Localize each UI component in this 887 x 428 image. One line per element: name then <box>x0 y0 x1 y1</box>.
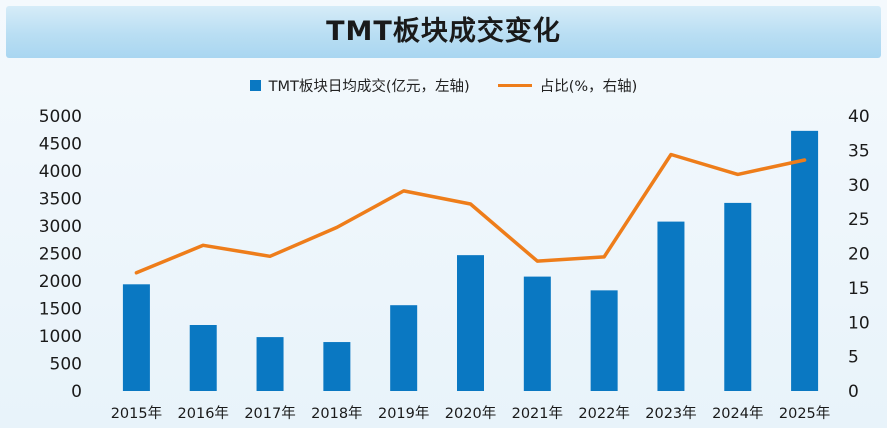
right-tick-label: 10 <box>848 313 870 333</box>
right-tick-label: 5 <box>848 348 859 368</box>
title-bar: TMT板块成交变化 <box>6 6 881 58</box>
right-tick-label: 15 <box>848 279 870 299</box>
x-tick-label: 2015年 <box>111 405 162 422</box>
legend-bar-label: TMT板块日均成交(亿元，左轴) <box>268 78 470 95</box>
bar-2021年 <box>523 276 551 391</box>
right-tick-label: 30 <box>848 176 870 196</box>
x-tick-label: 2016年 <box>178 405 229 422</box>
bar-2017年 <box>256 337 284 391</box>
x-tick-label: 2023年 <box>645 405 696 422</box>
left-tick-label: 500 <box>50 355 82 375</box>
bar-2019年 <box>390 305 418 391</box>
bar-2020年 <box>457 255 484 391</box>
x-tick-label: 2020年 <box>445 405 496 422</box>
left-tick-label: 1000 <box>39 327 82 347</box>
bar-2024年 <box>724 202 752 391</box>
chart-title: TMT板块成交变化 <box>326 16 561 47</box>
share-line <box>134 152 807 275</box>
right-tick-label: 0 <box>848 382 859 402</box>
legend-line-swatch <box>497 83 532 87</box>
x-tick-label: 2018年 <box>311 405 362 422</box>
x-tick-label: 2019年 <box>378 405 429 422</box>
left-tick-label: 2000 <box>39 272 82 292</box>
x-tick-label: 2024年 <box>712 405 763 422</box>
right-tick-label: 40 <box>848 107 870 127</box>
legend: TMT板块日均成交(亿元，左轴) 占比(%，右轴) <box>0 74 887 96</box>
legend-bar-swatch <box>249 79 261 91</box>
left-tick-label: 5000 <box>39 107 82 127</box>
bar-2015年 <box>122 284 150 391</box>
right-tick-label: 20 <box>848 245 870 265</box>
legend-item-line: 占比(%，右轴) <box>497 75 638 96</box>
x-tick-label: 2025年 <box>779 405 830 422</box>
left-tick-label: 3000 <box>39 217 82 237</box>
left-tick-label: 1500 <box>39 300 82 320</box>
bar-2022年 <box>590 290 618 391</box>
legend-item-bar: TMT板块日均成交(亿元，左轴) <box>249 75 470 96</box>
left-tick-label: 2500 <box>39 245 82 265</box>
bar-2025年 <box>791 130 819 391</box>
x-tick-label: 2017年 <box>244 405 295 422</box>
right-tick-label: 25 <box>848 210 870 230</box>
x-tick-label: 2021年 <box>512 405 563 422</box>
left-tick-label: 4500 <box>39 135 82 155</box>
x-tick-label: 2022年 <box>578 405 629 422</box>
left-tick-label: 0 <box>71 382 82 402</box>
left-tick-label: 4000 <box>39 162 82 182</box>
bar-2018年 <box>323 342 351 391</box>
legend-line-label: 占比(%，右轴) <box>539 78 638 95</box>
right-tick-label: 35 <box>848 141 870 161</box>
left-tick-label: 3500 <box>39 190 82 210</box>
bar-2016年 <box>189 325 217 391</box>
bar-2023年 <box>657 221 685 391</box>
